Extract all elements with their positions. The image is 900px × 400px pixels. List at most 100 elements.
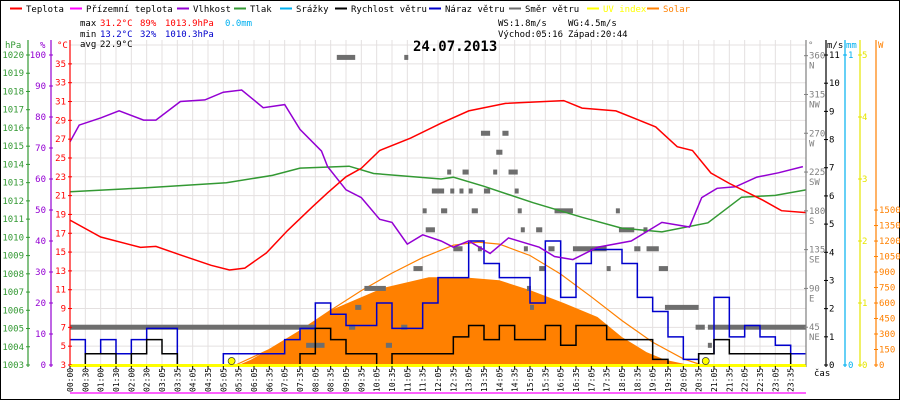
wind-direction-mark [572, 246, 607, 252]
uv-axis-tick-label: 0 [862, 361, 867, 371]
x-tick-label: 14:05 [495, 368, 504, 392]
x-tick-label: 23:35 [787, 368, 796, 392]
solar-measured-area [238, 277, 690, 365]
rain-axis-tick-label: 1 [848, 51, 853, 61]
wind-axis-tick-label: 6 [829, 192, 834, 202]
pressure-axis-tick-label: 1011 [2, 215, 24, 225]
sunrise-time: Východ:05:16 [498, 30, 563, 40]
humidity-axis-tick-label: 10 [35, 330, 46, 340]
wind-direction-mark [413, 266, 423, 272]
pressure-axis-tick-label: 1006 [2, 306, 24, 316]
x-tick-label: 16:05 [557, 368, 566, 392]
wind-direction-mark [355, 304, 362, 310]
humidity-axis-tick-label: 0 [41, 361, 46, 371]
temperature-axis-tick-label: 25 [55, 154, 66, 164]
humidity-axis-tick-label: 70 [35, 144, 46, 154]
solar-axis-tick-label: 1350 [879, 222, 900, 232]
temperature-axis-tick-label: 35 [55, 60, 66, 70]
temperature-axis-tick-label: 11 [55, 286, 66, 296]
temperature-line [69, 99, 807, 271]
legend-label: Teplota [26, 5, 64, 15]
pressure-axis-tick-label: 1018 [2, 87, 24, 97]
wind-direction-mark [401, 324, 408, 330]
direction-axis-compass-label: NW [809, 100, 820, 110]
x-tick-label: 01:30 [112, 368, 121, 392]
wind-speed-avg: WS:1.8m/s [498, 19, 547, 29]
x-tick-label: 06:35 [265, 368, 274, 392]
temperature-axis-tick-label: 27 [55, 135, 66, 145]
pressure-line [69, 165, 807, 233]
temperature-axis-tick-label: 13 [55, 267, 66, 277]
legend-label: Rychlost větru [351, 5, 427, 15]
legend: Teplota Přízemní teplota Vlhkost Tlak Srážky… [10, 5, 691, 15]
wind-direction-mark [484, 188, 491, 194]
temperature-axis-tick-label: 5 [61, 342, 66, 352]
x-tick-label: 12:35 [449, 368, 458, 392]
direction-axis-tick-label: 315 [809, 90, 825, 100]
temperature-axis-tick-label: 29 [55, 116, 66, 126]
x-tick-label: 18:35 [633, 368, 642, 392]
temperature-axis-tick-label: 17 [55, 229, 66, 239]
x-tick-label: 11:05 [403, 368, 412, 392]
wind-direction-mark [450, 188, 455, 194]
direction-axis-compass-label: NE [809, 333, 820, 343]
x-tick-label: 03:35 [173, 368, 182, 392]
direction-axis-compass-label: SW [809, 178, 820, 188]
x-tick-label: 02:30 [143, 368, 152, 392]
x-axis-label: čas [814, 368, 830, 379]
x-tick-label: 20:05 [679, 368, 688, 392]
pressure-axis-tick-label: 1008 [2, 270, 24, 280]
x-tick-label: 03:05 [158, 368, 167, 392]
wind-direction-mark [707, 342, 712, 348]
humidity-axis-tick-label: 30 [35, 268, 46, 278]
wind-axis-tick-label: 7 [829, 164, 834, 174]
wind-axis-unit: m/s [827, 41, 843, 51]
direction-axis-tick-label: 45 [809, 323, 820, 333]
direction-axis-tick-label: 180 [809, 207, 825, 217]
x-tick-label: 23:05 [771, 368, 780, 392]
temperature-axis-tick-label: 33 [55, 79, 66, 89]
uv-axis-tick-label: 1 [862, 299, 867, 309]
wind-axis-tick-label: 11 [829, 51, 840, 61]
x-tick-label: 13:05 [465, 368, 474, 392]
stats-block: max 31.2°C 89% 1013.9hPa 0.0mm min 13.2°… [80, 19, 628, 50]
x-tick-label: 18:05 [618, 368, 627, 392]
wind-direction-mark [554, 208, 573, 214]
wind-axis-tick-label: 2 [829, 305, 834, 315]
wind-axis-tick-label: 9 [829, 107, 834, 117]
temperature-axis-tick-label: 23 [55, 173, 66, 183]
direction-axis-tick-label: 225 [809, 168, 825, 178]
wind-direction-mark [468, 188, 473, 194]
stats-avg-temp: 22.9°C [100, 40, 133, 50]
x-tick-label: 10:05 [373, 368, 382, 392]
stats-min-label: min [80, 30, 96, 40]
wind-axis-tick-label: 8 [829, 136, 834, 146]
solar-axis-tick-label: 600 [879, 299, 895, 309]
wind-direction-mark [385, 342, 392, 348]
stats-max-label: max [80, 19, 97, 29]
temperature-axis-tick-label: 7 [61, 323, 66, 333]
stats-max-hum: 89% [140, 19, 157, 29]
x-tick-label: 00:00 [66, 368, 75, 392]
x-tick-label: 01:00 [97, 368, 106, 392]
wind-direction-mark [431, 188, 445, 194]
x-tick-label: 09:35 [357, 368, 366, 392]
x-tick-label: 17:05 [587, 368, 596, 392]
pressure-axis-tick-label: 1003 [2, 361, 24, 371]
legend-label: Vlhkost [193, 5, 231, 15]
humidity-axis-tick-label: 90 [35, 82, 46, 92]
wind-direction-mark [514, 188, 519, 194]
pressure-axis-tick-label: 1004 [2, 343, 24, 353]
wind-gust-max: WG:4.5m/s [568, 19, 617, 29]
x-tick-label: 05:35 [235, 368, 244, 392]
x-tick-label: 04:35 [204, 368, 213, 392]
wind-direction-mark [707, 324, 806, 330]
pressure-axis-tick-label: 1013 [2, 179, 24, 189]
pressure-axis-tick-label: 1014 [2, 160, 24, 170]
pressure-axis-unit: hPa [5, 41, 21, 51]
x-tick-label: 00:30 [81, 368, 90, 392]
humidity-axis-tick-label: 60 [35, 175, 46, 185]
wind-axis-tick-label: 5 [829, 220, 834, 230]
